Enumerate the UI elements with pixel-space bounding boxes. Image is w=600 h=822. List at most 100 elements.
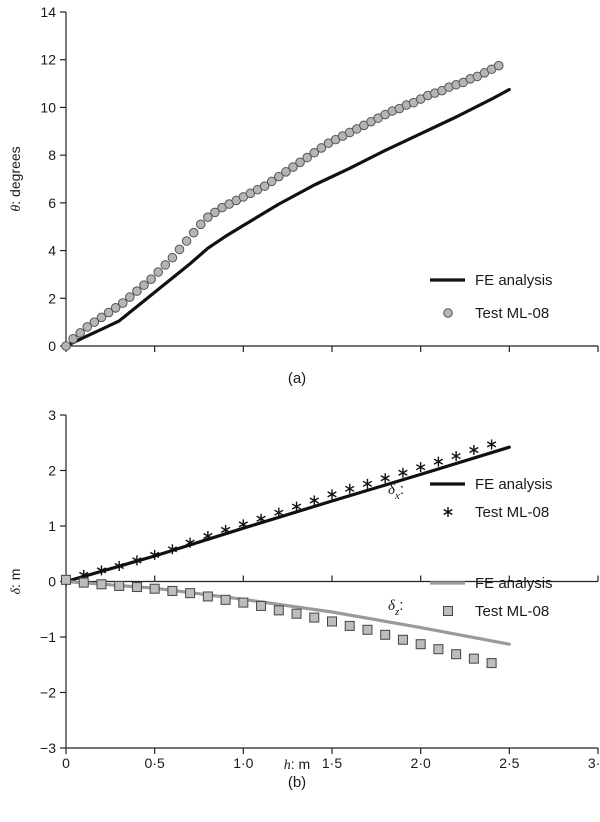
data-point [238, 519, 249, 530]
data-point [469, 444, 479, 455]
y-axis-label-symbol: θ [9, 205, 24, 212]
data-point [274, 171, 284, 182]
data-point [380, 629, 391, 640]
data-point [274, 507, 284, 518]
asterisk-stroke [415, 464, 426, 471]
legend-label: FE analysis [475, 575, 553, 592]
data-point [266, 176, 277, 187]
legend-group-colon: : [399, 597, 403, 614]
x-axis-label-unit: : m [291, 756, 310, 772]
y-tick-label: −3 [40, 740, 56, 756]
series-line [64, 445, 511, 584]
data-point [256, 513, 266, 524]
legend-label: FE analysis [475, 476, 553, 493]
data-point [210, 207, 220, 218]
asterisk-stroke [486, 441, 497, 448]
legend-group-colon: : [400, 481, 404, 498]
data-point [309, 612, 320, 623]
data-point [288, 162, 298, 172]
data-point [149, 583, 160, 594]
panel-label: (a) [288, 370, 306, 387]
legend-label: Test ML-08 [475, 603, 549, 620]
data-point [362, 478, 373, 489]
data-point [327, 489, 337, 500]
data-point [110, 303, 121, 313]
data-point [309, 147, 320, 158]
legend-group-subscript: z [394, 606, 400, 618]
data-point [96, 312, 107, 323]
data-point [220, 524, 231, 535]
data-point [153, 267, 164, 277]
legend-marker-swatch [443, 308, 453, 318]
asterisk-stroke [167, 546, 178, 553]
series-test-ml-08-markers [61, 574, 497, 669]
data-point [114, 580, 125, 591]
legend-marker-swatch [443, 507, 453, 517]
data-point [61, 574, 71, 585]
data-point [238, 597, 249, 608]
x-axis-label: h: m [284, 756, 310, 773]
y-tick-label: 6 [48, 195, 56, 211]
data-point [273, 605, 284, 616]
x-tick-label: 2·5 [499, 755, 519, 771]
data-point [75, 328, 85, 338]
legend: FE analysis Test ML-08 [430, 272, 553, 322]
data-point [146, 274, 156, 285]
y-axis-label-unit: : degrees [7, 146, 23, 204]
legend-group-label: δx: [388, 481, 404, 502]
y-tick-label: 8 [48, 147, 56, 163]
panel-a: 0 2 4 6 8 10 12 14 θ: degrees (a) FE analysis Test … [7, 4, 599, 387]
data-point [167, 252, 178, 263]
asterisk-stroke [220, 526, 231, 533]
y-axis-label-symbol: δ [9, 587, 24, 594]
x-tick-label: 2·0 [411, 755, 431, 771]
y-axis-label: θ: degrees [7, 146, 24, 211]
data-point [309, 495, 319, 506]
legend-group-symbol: δ [388, 598, 396, 614]
data-point [195, 219, 206, 230]
data-point [78, 577, 89, 588]
asterisk-stroke [79, 571, 89, 578]
y-tick-label: 2 [48, 463, 56, 479]
series-test-ml-08-markers [61, 60, 504, 351]
data-point [451, 451, 461, 462]
data-point [327, 616, 337, 627]
y-tick-label: 0 [48, 574, 56, 590]
data-point [103, 307, 114, 318]
data-point [451, 649, 462, 660]
data-point [486, 439, 497, 450]
data-point [256, 600, 267, 611]
asterisk-stroke [362, 480, 373, 487]
data-point [68, 334, 78, 344]
x-tick-label: 3·0 [588, 755, 600, 771]
asterisk-stroke [433, 458, 444, 465]
asterisk-stroke [185, 539, 195, 546]
x-tick-label: 0·5 [145, 755, 165, 771]
data-point [220, 594, 231, 605]
data-point [139, 280, 149, 290]
data-point [316, 143, 327, 153]
data-point [345, 483, 355, 494]
data-point [96, 579, 107, 590]
data-point [61, 341, 71, 351]
data-point [181, 236, 192, 246]
data-point [117, 298, 128, 308]
data-point [202, 591, 213, 602]
asterisk-stroke [149, 551, 160, 558]
data-point [398, 467, 408, 478]
asterisk-stroke [443, 508, 453, 516]
y-tick-label: 0 [48, 338, 56, 354]
data-point [433, 456, 444, 467]
series-fe-analysis-line [64, 445, 511, 584]
y-axis-label-unit: : m [7, 569, 23, 588]
asterisk-stroke [256, 515, 266, 522]
data-point [281, 167, 291, 177]
data-point [344, 620, 355, 631]
data-point [302, 152, 312, 163]
asterisk-stroke [114, 562, 124, 570]
legend-label: Test ML-08 [475, 305, 549, 322]
data-point [114, 560, 124, 571]
y-tick-label: −1 [40, 629, 56, 645]
data-point [89, 317, 100, 327]
